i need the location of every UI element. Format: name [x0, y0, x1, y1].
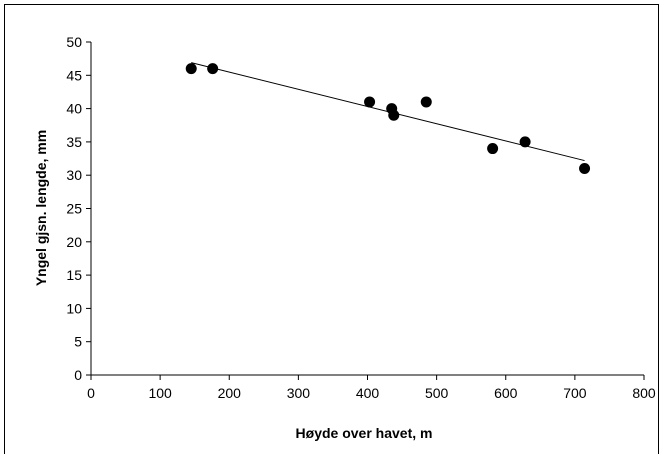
- x-tick-label: 400: [356, 385, 380, 401]
- y-tick-label: 40: [66, 101, 82, 117]
- x-tick-label: 200: [218, 385, 242, 401]
- data-point: [519, 136, 531, 148]
- x-tick-label: 300: [287, 385, 311, 401]
- y-tick-label: 35: [66, 134, 82, 150]
- axes: [90, 42, 644, 376]
- data-point: [579, 163, 591, 175]
- x-tick-label: 700: [563, 385, 587, 401]
- x-axis-ticks: 0 100 200 300 400 500 600 700 800: [87, 375, 656, 401]
- data-point: [364, 96, 376, 108]
- x-tick-label: 100: [148, 385, 172, 401]
- x-tick-label: 600: [494, 385, 518, 401]
- data-point: [185, 63, 197, 75]
- x-tick-label: 800: [632, 385, 656, 401]
- x-tick-label: 500: [425, 385, 449, 401]
- y-tick-label: 20: [66, 234, 82, 250]
- data-point: [420, 96, 432, 108]
- data-point: [388, 109, 400, 121]
- y-axis-title: Yngel gjsn. lengde, mm: [33, 130, 49, 286]
- data-points: [185, 63, 591, 175]
- y-tick-label: 50: [66, 34, 82, 50]
- x-axis-title: Høyde over havet, m: [296, 425, 433, 441]
- y-tick-label: 5: [74, 334, 82, 350]
- y-tick-label: 25: [66, 201, 82, 217]
- data-point: [207, 63, 219, 75]
- y-axis-ticks: 0 5 10 15 20 25 30 35 40 45 50: [66, 34, 91, 383]
- data-point: [487, 143, 499, 155]
- y-tick-label: 0: [74, 367, 82, 383]
- x-tick-label: 0: [87, 385, 95, 401]
- chart-frame: [4, 4, 659, 454]
- y-tick-label: 15: [66, 267, 82, 283]
- y-tick-label: 10: [66, 300, 82, 316]
- y-tick-label: 30: [66, 167, 82, 183]
- y-tick-label: 45: [66, 67, 82, 83]
